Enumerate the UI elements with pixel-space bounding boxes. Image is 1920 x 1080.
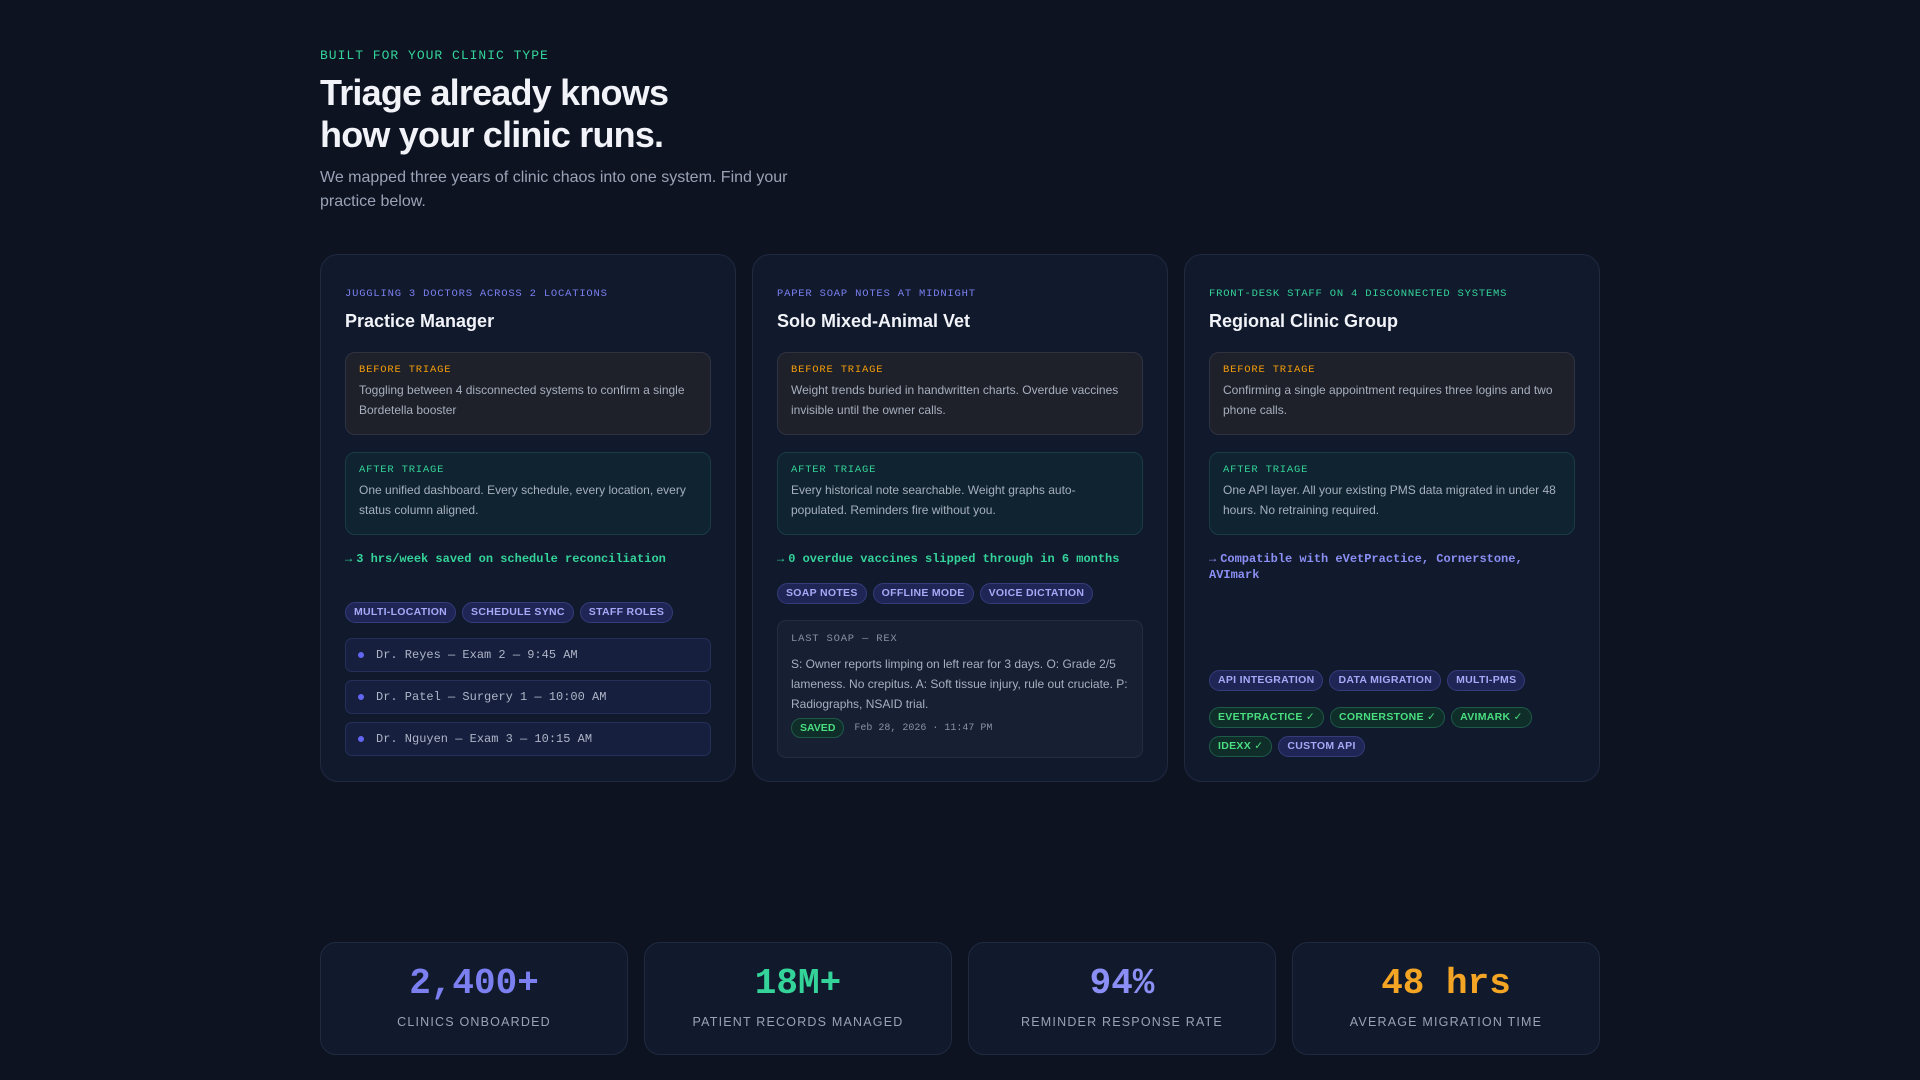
- arrow-icon: →: [345, 552, 353, 566]
- integration-tag: IDEXX ✓: [1209, 736, 1273, 757]
- stat-card: 48 hrs AVERAGE MIGRATION TIME: [1292, 942, 1600, 1055]
- status-dot-icon: [358, 736, 364, 742]
- page-subtitle: We mapped three years of clinic chaos in…: [320, 169, 788, 210]
- soap-text: S: Owner reports limping on left rear fo…: [791, 657, 1128, 711]
- tag: MULTI-PMS: [1447, 670, 1526, 691]
- schedule-text: Dr. Nguyen — Exam 3 — 10:15 AM: [376, 732, 593, 746]
- after-text: Every historical note searchable. Weight…: [791, 483, 1076, 517]
- before-text: Confirming a single appointment requires…: [1223, 383, 1553, 417]
- before-label: BEFORE TRIAGE: [1223, 364, 1316, 376]
- tag: API INTEGRATION: [1209, 670, 1324, 691]
- before-triage-box: BEFORE TRIAGE Weight trends buried in ha…: [777, 352, 1143, 435]
- before-label: BEFORE TRIAGE: [791, 364, 884, 376]
- soap-meta: SAVED Feb 28, 2026 · 11:47 PM: [791, 718, 1129, 738]
- stat-value: 48 hrs: [1381, 963, 1511, 1004]
- soap-note-preview: LAST SOAP — REX S: Owner reports limping…: [777, 620, 1143, 758]
- before-triage-box: BEFORE TRIAGE Toggling between 4 disconn…: [345, 352, 711, 435]
- status-dot-icon: [358, 652, 364, 658]
- before-text: Toggling between 4 disconnected systems …: [359, 383, 685, 417]
- after-triage-box: AFTER TRIAGE One API layer. All your exi…: [1209, 452, 1575, 535]
- before-triage-box: BEFORE TRIAGE Confirming a single appoin…: [1209, 352, 1575, 435]
- feature-tags: SOAP NOTES OFFLINE MODE VOICE DICTATION: [777, 583, 1143, 604]
- tag: SCHEDULE SYNC: [462, 602, 574, 623]
- schedule-row: Dr. Nguyen — Exam 3 — 10:15 AM: [345, 722, 711, 756]
- schedule-row: Dr. Patel — Surgery 1 — 10:00 AM: [345, 680, 711, 714]
- status-dot-icon: [358, 694, 364, 700]
- after-label: AFTER TRIAGE: [791, 464, 877, 476]
- schedule-text: Dr. Patel — Surgery 1 — 10:00 AM: [376, 690, 607, 704]
- card-title: Regional Clinic Group: [1209, 311, 1399, 331]
- stat-value: 2,400+: [409, 963, 539, 1004]
- stat-label: PATIENT RECORDS MANAGED: [692, 1015, 904, 1029]
- soap-label: LAST SOAP — REX: [791, 633, 898, 645]
- integration-tags: EVETPRACTICE ✓ CORNERSTONE ✓ AVIMARK ✓ I…: [1209, 707, 1575, 757]
- tag: STAFF ROLES: [579, 602, 674, 623]
- card-eyebrow: FRONT-DESK STAFF ON 4 DISCONNECTED SYSTE…: [1209, 288, 1508, 300]
- after-triage-box: AFTER TRIAGE Every historical note searc…: [777, 452, 1143, 535]
- result-line: → Compatible with eVetPractice, Cornersto…: [1209, 551, 1575, 583]
- after-text: One API layer. All your existing PMS dat…: [1223, 483, 1556, 517]
- stats-row: 2,400+ CLINICS ONBOARDED 18M+ PATIENT RE…: [320, 942, 1600, 1055]
- integration-tag: AVIMARK ✓: [1451, 707, 1532, 728]
- integration-tag: CUSTOM API: [1278, 736, 1365, 757]
- card-solo-vet[interactable]: PAPER SOAP NOTES AT MIDNIGHT Solo Mixed-…: [752, 254, 1168, 782]
- headline-line-2: how your clinic runs.: [320, 114, 664, 155]
- stat-label: CLINICS ONBOARDED: [397, 1015, 551, 1029]
- stat-card: 94% REMINDER RESPONSE RATE: [968, 942, 1276, 1055]
- tag: OFFLINE MODE: [872, 583, 974, 604]
- page-title: Triage already knows how your clinic run…: [320, 72, 920, 156]
- tag: VOICE DICTATION: [979, 583, 1094, 604]
- result-text: 0 overdue vaccines slipped through in 6 …: [788, 552, 1120, 566]
- integration-tag: CORNERSTONE ✓: [1330, 707, 1446, 728]
- result-line: → 3 hrs/week saved on schedule reconcilia…: [345, 551, 711, 567]
- before-label: BEFORE TRIAGE: [359, 364, 452, 376]
- feature-tags: MULTI-LOCATION SCHEDULE SYNC STAFF ROLES: [345, 602, 711, 623]
- before-text: Weight trends buried in handwritten char…: [791, 383, 1119, 417]
- card-eyebrow: PAPER SOAP NOTES AT MIDNIGHT: [777, 288, 976, 300]
- section-eyebrow: BUILT FOR YOUR CLINIC TYPE: [320, 48, 549, 63]
- stat-value: 94%: [1089, 963, 1155, 1004]
- tag: SOAP NOTES: [777, 583, 867, 604]
- tag: DATA MIGRATION: [1329, 670, 1442, 691]
- stat-label: AVERAGE MIGRATION TIME: [1349, 1015, 1543, 1029]
- after-label: AFTER TRIAGE: [359, 464, 445, 476]
- card-practice-manager[interactable]: JUGGLING 3 DOCTORS ACROSS 2 LOCATIONS Pr…: [320, 254, 736, 782]
- feature-tags: API INTEGRATION DATA MIGRATION MULTI-PMS: [1209, 670, 1575, 691]
- card-title: Solo Mixed-Animal Vet: [777, 311, 971, 331]
- result-text: Compatible with eVetPractice, Cornerston…: [1209, 552, 1523, 582]
- tag: MULTI-LOCATION: [345, 602, 457, 623]
- card-title: Practice Manager: [345, 311, 495, 331]
- stat-card: 2,400+ CLINICS ONBOARDED: [320, 942, 628, 1055]
- stat-card: 18M+ PATIENT RECORDS MANAGED: [644, 942, 952, 1055]
- arrow-icon: →: [1209, 552, 1217, 566]
- card-regional-group[interactable]: FRONT-DESK STAFF ON 4 DISCONNECTED SYSTE…: [1184, 254, 1600, 782]
- timestamp: Feb 28, 2026 · 11:47 PM: [854, 722, 993, 734]
- clinic-type-cards: JUGGLING 3 DOCTORS ACROSS 2 LOCATIONS Pr…: [320, 254, 1600, 782]
- result-text: 3 hrs/week saved on schedule reconciliat…: [356, 552, 666, 566]
- schedule-text: Dr. Reyes — Exam 2 — 9:45 AM: [376, 648, 578, 662]
- arrow-icon: →: [777, 552, 785, 566]
- schedule-row: Dr. Reyes — Exam 2 — 9:45 AM: [345, 638, 711, 672]
- after-label: AFTER TRIAGE: [1223, 464, 1309, 476]
- after-text: One unified dashboard. Every schedule, e…: [359, 483, 686, 517]
- stat-label: REMINDER RESPONSE RATE: [1021, 1015, 1223, 1029]
- card-eyebrow: JUGGLING 3 DOCTORS ACROSS 2 LOCATIONS: [345, 288, 608, 300]
- stat-value: 18M+: [754, 963, 842, 1004]
- after-triage-box: AFTER TRIAGE One unified dashboard. Ever…: [345, 452, 711, 535]
- status-badge: SAVED: [791, 718, 845, 738]
- headline-line-1: Triage already knows: [320, 72, 669, 113]
- result-line: → 0 overdue vaccines slipped through in 6…: [777, 551, 1143, 567]
- integration-tag: EVETPRACTICE ✓: [1209, 707, 1325, 728]
